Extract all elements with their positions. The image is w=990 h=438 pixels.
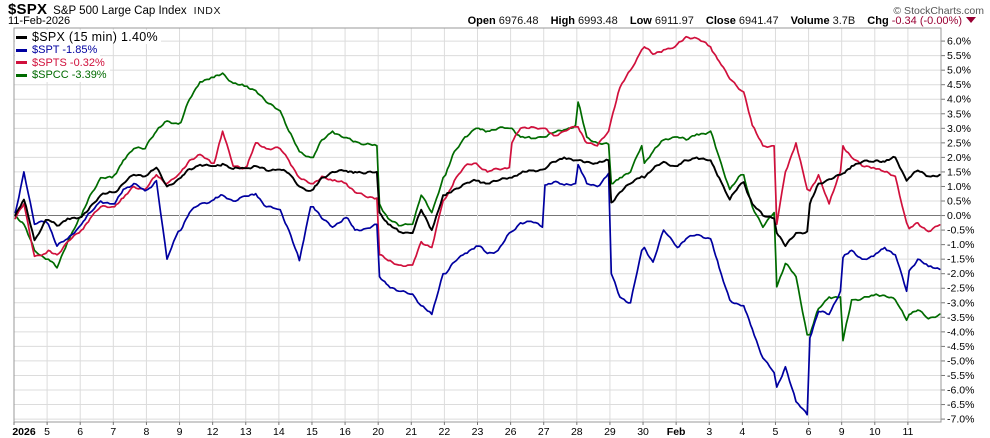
svg-text:4.0%: 4.0%: [947, 94, 971, 106]
svg-text:-6.0%: -6.0%: [947, 385, 974, 397]
svg-text:1.0%: 1.0%: [947, 181, 971, 193]
svg-text:-3.5%: -3.5%: [947, 312, 974, 324]
svg-text:-5.5%: -5.5%: [947, 370, 974, 382]
svg-text:6.0%: 6.0%: [947, 36, 971, 48]
svg-text:0.5%: 0.5%: [947, 196, 971, 208]
chart-date: 11-Feb-2026: [8, 15, 71, 27]
legend-label: $SPX (15 min) 1.40%: [32, 30, 158, 44]
svg-text:10: 10: [869, 426, 881, 438]
legend-dash-icon: [16, 35, 27, 39]
svg-text:27: 27: [538, 426, 550, 438]
svg-text:Feb: Feb: [667, 426, 686, 438]
svg-text:-2.0%: -2.0%: [947, 268, 974, 280]
legend-item: $SPTS -0.32%: [15, 56, 108, 69]
svg-text:5.5%: 5.5%: [947, 50, 971, 62]
svg-text:0.0%: 0.0%: [947, 210, 971, 222]
legend-item: $SPCC -3.39%: [15, 69, 110, 82]
ticker-symbol: $SPX: [8, 1, 48, 18]
svg-text:-4.0%: -4.0%: [947, 326, 974, 338]
svg-text:-1.5%: -1.5%: [947, 254, 974, 266]
chart-legend: $SPX (15 min) 1.40% $SPT -1.85% $SPTS -0.3…: [15, 30, 161, 82]
close-label: Close: [705, 15, 736, 27]
open-label: Open: [467, 15, 496, 27]
legend-item: $SPX (15 min) 1.40%: [15, 30, 161, 44]
svg-text:23: 23: [472, 426, 484, 438]
ohlc-strip: Open 6976.48 High 6993.48 Low 6911.97 Close…: [468, 15, 976, 27]
svg-text:3: 3: [706, 426, 712, 438]
svg-text:6: 6: [806, 426, 812, 438]
low-label: Low: [629, 15, 652, 27]
quote-row: 11-Feb-2026 Open 6976.48 High 6993.48 Low 6…: [8, 15, 976, 27]
svg-text:-1.0%: -1.0%: [947, 239, 974, 251]
high-label: High: [550, 15, 576, 27]
svg-text:29: 29: [604, 426, 616, 438]
svg-text:14: 14: [273, 426, 285, 438]
svg-text:2.0%: 2.0%: [947, 152, 971, 164]
svg-text:4.5%: 4.5%: [947, 79, 971, 91]
svg-text:-5.0%: -5.0%: [947, 355, 974, 367]
volume-label: Volume: [790, 15, 830, 27]
svg-text:30: 30: [637, 426, 649, 438]
legend-dash-icon: [16, 73, 27, 77]
svg-text:20: 20: [372, 426, 384, 438]
svg-text:-3.0%: -3.0%: [947, 297, 974, 309]
stockcharts-copyright-link[interactable]: © StockCharts.com: [893, 5, 984, 17]
svg-text:9: 9: [839, 426, 845, 438]
svg-text:12: 12: [207, 426, 219, 438]
svg-text:5: 5: [773, 426, 779, 438]
exchange-label: INDX: [193, 5, 222, 17]
svg-text:8: 8: [144, 426, 150, 438]
low-value: 6911.97: [654, 15, 694, 27]
svg-text:3.0%: 3.0%: [947, 123, 971, 135]
svg-text:11: 11: [902, 426, 913, 438]
svg-text:15: 15: [306, 426, 318, 438]
svg-text:21: 21: [405, 426, 417, 438]
svg-text:-7.0%: -7.0%: [947, 414, 974, 426]
chg-label: Chg: [867, 15, 889, 27]
legend-dash-icon: [16, 61, 27, 65]
legend-dash-icon: [16, 48, 27, 52]
index-name: S&P 500 Large Cap Index: [53, 5, 187, 17]
svg-text:2026: 2026: [12, 426, 36, 438]
chg-down-triangle-icon: [966, 17, 976, 23]
svg-text:16: 16: [339, 426, 351, 438]
svg-text:2.5%: 2.5%: [947, 137, 971, 149]
close-value: 6941.47: [738, 15, 779, 27]
svg-text:-6.5%: -6.5%: [947, 399, 974, 411]
svg-text:6: 6: [77, 426, 83, 438]
svg-text:-4.5%: -4.5%: [947, 341, 974, 353]
svg-text:13: 13: [240, 426, 252, 438]
svg-text:7: 7: [110, 426, 116, 438]
svg-text:9: 9: [177, 426, 183, 438]
svg-text:28: 28: [571, 426, 583, 438]
chg-value: -0.34 (-0.00%): [891, 15, 962, 27]
high-value: 6993.48: [578, 15, 618, 27]
svg-text:-0.5%: -0.5%: [947, 225, 974, 237]
title-row: $SPX S&P 500 Large Cap Index INDX © Stoc…: [8, 1, 984, 18]
legend-label: $SPT -1.85%: [32, 44, 98, 56]
svg-text:1.5%: 1.5%: [947, 166, 971, 178]
legend-label: $SPCC -3.39%: [32, 69, 107, 81]
svg-text:4: 4: [739, 426, 745, 438]
svg-text:26: 26: [505, 426, 517, 438]
open-value: 6976.48: [498, 15, 539, 27]
legend-item: $SPT -1.85%: [15, 44, 101, 57]
volume-value: 3.7B: [832, 15, 856, 27]
svg-text:5.0%: 5.0%: [947, 65, 971, 77]
svg-text:3.5%: 3.5%: [947, 108, 971, 120]
legend-label: $SPTS -0.32%: [32, 56, 105, 69]
svg-text:-2.5%: -2.5%: [947, 283, 974, 295]
svg-text:22: 22: [439, 426, 451, 438]
svg-text:5: 5: [44, 426, 50, 438]
